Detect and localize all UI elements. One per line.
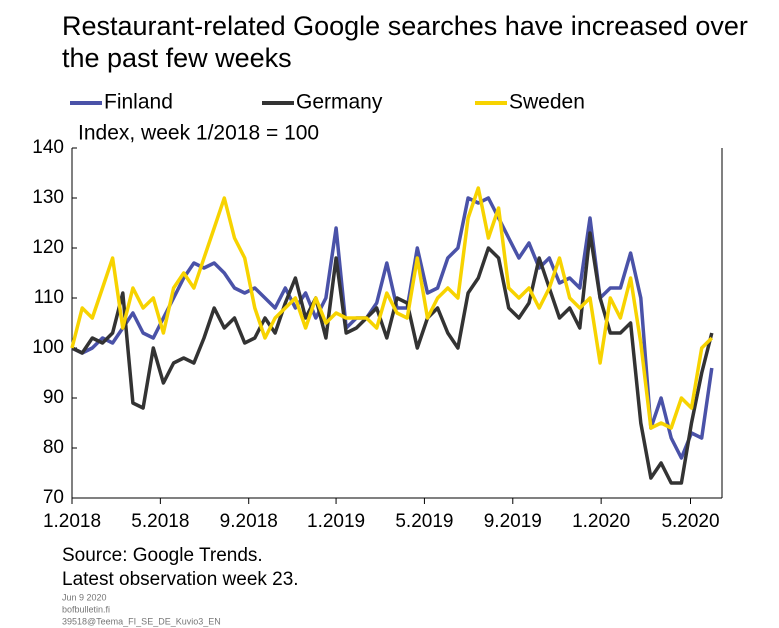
legend-label: Finland	[104, 91, 173, 114]
y-tick-label: 140	[32, 137, 64, 158]
source: Source: Google Trends.	[62, 545, 263, 566]
x-tick-label: 5.2019	[395, 511, 453, 532]
y-tick-label: 120	[32, 237, 64, 258]
series-line	[70, 186, 714, 430]
series-line	[71, 231, 714, 485]
y-tick-label: 110	[34, 287, 64, 308]
x-tick-label: 5.2018	[131, 511, 189, 532]
y-tick-label: 70	[43, 487, 64, 508]
y-tick-label: 90	[43, 387, 64, 408]
y-tick-label: 130	[32, 187, 64, 208]
y-tick-label: 100	[32, 337, 64, 358]
x-tick-label: 1.2018	[43, 511, 101, 532]
date: Jun 9 2020	[62, 592, 107, 602]
legend-label: Sweden	[509, 91, 585, 114]
note: Latest observation week 23.	[62, 569, 299, 590]
x-tick-label: 9.2019	[484, 511, 542, 532]
x-tick-label: 1.2019	[307, 511, 365, 532]
y-tick-label: 80	[43, 437, 64, 458]
code: 39518@Teema_FI_SE_DE_Kuvio3_EN	[62, 616, 221, 626]
chart-title: Restaurant-related Google searches have …	[62, 11, 748, 73]
x-tick-label: 5.2020	[661, 511, 719, 532]
series-line	[71, 196, 714, 460]
site: bofbulletin.fi	[62, 604, 110, 614]
x-tick-label: 1.2020	[572, 511, 630, 532]
subtitle: Index, week 1/2018 = 100	[78, 122, 319, 145]
legend-label: Germany	[296, 91, 383, 114]
x-tick-label: 9.2018	[220, 511, 278, 532]
